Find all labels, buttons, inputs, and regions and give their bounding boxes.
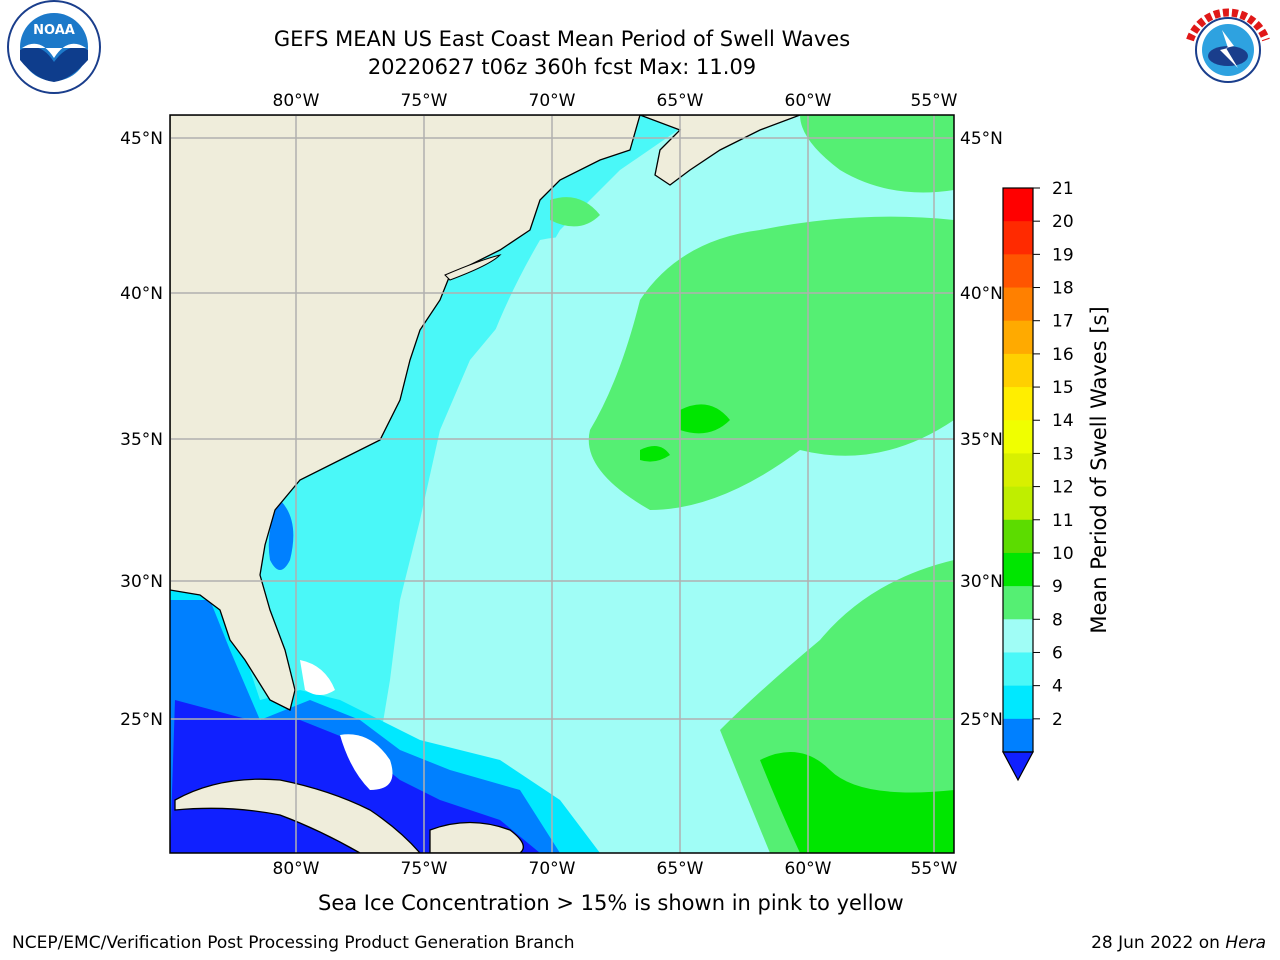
sea-ice-note: Sea Ice Concentration > 15% is shown in … — [318, 891, 904, 915]
colorbar-tick-label: 12 — [1052, 478, 1074, 498]
colorbar-segment — [1003, 353, 1033, 388]
lon-label-bottom: 80°W — [273, 859, 320, 879]
footer-credit: NCEP/EMC/Verification Post Processing Pr… — [12, 933, 575, 953]
lat-label-left: 45°N — [120, 129, 163, 149]
lon-label-bottom: 55°W — [911, 859, 958, 879]
colorbar-segment — [1003, 320, 1033, 355]
colorbar-segment — [1003, 685, 1033, 720]
colorbar-segment — [1003, 718, 1033, 753]
colorbar-segment — [1003, 519, 1033, 554]
lat-label-left: 40°N — [120, 284, 163, 304]
lon-label-bottom: 70°W — [529, 859, 576, 879]
colorbar-tick-label: 18 — [1052, 279, 1074, 299]
lon-label-top: 80°W — [273, 91, 320, 111]
lat-label-left: 30°N — [120, 572, 163, 592]
footer-date-text: 28 Jun 2022 on — [1091, 933, 1226, 953]
lon-label-top: 65°W — [657, 91, 704, 111]
footer-host: Hera — [1225, 933, 1266, 953]
colorbar-tick-label: 10 — [1052, 544, 1074, 564]
colorbar-tick-label: 6 — [1052, 643, 1063, 663]
lat-label-right: 35°N — [960, 430, 1003, 450]
chart-title: GEFS MEAN US East Coast Mean Period of S… — [273, 27, 851, 51]
lon-label-top: 70°W — [529, 91, 576, 111]
colorbar-segment — [1003, 619, 1033, 653]
colorbar-segment — [1003, 287, 1033, 322]
colorbar-tick-label: 4 — [1052, 677, 1063, 697]
noaa-logo: NOAA — [7, 0, 101, 94]
colorbar-segment — [1003, 188, 1033, 222]
colorbar-segment — [1003, 254, 1033, 289]
colorbar-tick-label: 17 — [1052, 312, 1074, 332]
lat-label-right: 40°N — [960, 284, 1003, 304]
colorbar-tick-label: 8 — [1052, 610, 1063, 630]
colorbar-extend-arrow — [1001, 751, 1035, 782]
lon-label-top: 75°W — [401, 91, 448, 111]
colorbar-segment — [1003, 652, 1033, 687]
colorbar-tick-label: 16 — [1052, 345, 1074, 365]
colorbar-segment — [1003, 387, 1033, 421]
lat-label-left: 25°N — [120, 710, 163, 730]
lat-label-right: 25°N — [960, 710, 1003, 730]
colorbar-segment — [1003, 552, 1033, 587]
colorbar-tick-label: 14 — [1052, 411, 1074, 431]
colorbar-segment — [1003, 221, 1033, 255]
lat-label-left: 35°N — [120, 430, 163, 450]
svg-text:NOAA: NOAA — [33, 23, 75, 38]
lat-label-right: 30°N — [960, 572, 1003, 592]
lon-label-bottom: 75°W — [401, 859, 448, 879]
colorbar-tick-label: 19 — [1052, 245, 1074, 265]
colorbar-segment — [1003, 486, 1033, 521]
lon-label-bottom: 65°W — [657, 859, 704, 879]
colorbar-label: Mean Period of Swell Waves [s] — [1087, 306, 1111, 633]
nws-logo — [1182, 4, 1274, 96]
colorbar-segment — [1003, 453, 1033, 488]
footer-date: 28 Jun 2022 on Hera — [1091, 933, 1266, 953]
lon-label-top: 55°W — [911, 91, 958, 111]
colorbar-tick-label: 2 — [1052, 710, 1063, 730]
colorbar-segment — [1003, 586, 1033, 620]
colorbar-segment — [1003, 420, 1033, 454]
lon-label-top: 60°W — [785, 91, 832, 111]
colorbar-tick-label: 9 — [1052, 577, 1063, 597]
colorbar-tick-label: 20 — [1052, 212, 1074, 232]
colorbar-tick-label: 11 — [1052, 511, 1074, 531]
chart-subtitle-run: 20220627 t06z 360h fcst Max: 11.09 — [367, 55, 757, 79]
lat-label-right: 45°N — [960, 129, 1003, 149]
colorbar-tick-label: 15 — [1052, 378, 1074, 398]
colorbar-tick-label: 13 — [1052, 444, 1074, 464]
colorbar-tick-label: 21 — [1052, 179, 1074, 199]
lon-label-bottom: 60°W — [785, 859, 832, 879]
